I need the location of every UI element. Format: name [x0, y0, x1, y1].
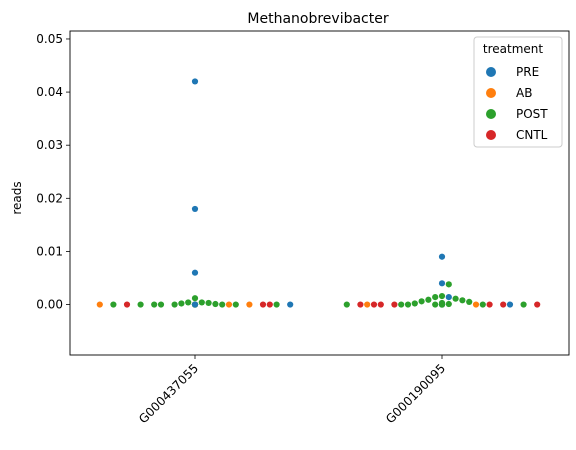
- data-point-post: [185, 299, 192, 306]
- legend: treatment PRE AB POST CNTL: [473, 36, 563, 148]
- plot-frame: [69, 30, 570, 356]
- legend-label-ab: AB: [516, 86, 532, 100]
- data-point-cntl: [259, 301, 267, 308]
- data-point-cntl: [123, 301, 131, 308]
- data-point-post: [438, 301, 446, 308]
- data-point-pre: [438, 280, 446, 287]
- axis-ticks: 0.00 0.01 0.02 0.03 0.04 0.05 G000437055 G00019…: [36, 32, 448, 426]
- data-point-pre: [287, 301, 294, 308]
- y-tick-label: 0.02: [36, 191, 63, 205]
- data-point-ab: [246, 301, 253, 308]
- data-point-post: [404, 301, 412, 308]
- y-tick-label: 0.04: [36, 85, 63, 99]
- legend-marker-post: [486, 109, 496, 119]
- data-point-pre: [506, 301, 514, 308]
- legend-entries: PRE AB POST CNTL: [486, 65, 548, 142]
- data-point-post: [479, 301, 486, 308]
- data-point-ab: [96, 301, 103, 308]
- y-tick-label: 0.03: [36, 138, 63, 152]
- legend-label-pre: PRE: [516, 65, 539, 79]
- chart-title: Methanobrevibacter: [247, 11, 388, 27]
- data-point-cntl: [266, 301, 273, 308]
- data-point-ab: [364, 301, 371, 308]
- data-point-post: [157, 301, 165, 308]
- legend-title: treatment: [483, 42, 543, 56]
- y-axis-label: reads: [10, 181, 24, 214]
- y-tick-label: 0.01: [36, 244, 63, 258]
- data-point-post: [432, 294, 439, 301]
- data-point-post: [137, 301, 144, 308]
- data-point-cntl: [357, 301, 364, 308]
- data-point-post: [445, 300, 452, 308]
- data-point-pre: [445, 294, 452, 301]
- data-point-ab: [225, 301, 233, 308]
- data-point-cntl: [486, 301, 493, 308]
- data-point-post: [466, 298, 473, 305]
- data-point-post: [520, 301, 527, 308]
- data-point-post: [438, 292, 446, 300]
- data-point-post: [212, 300, 219, 308]
- y-tick-label: 0.05: [36, 32, 63, 46]
- legend-label-post: POST: [516, 107, 548, 121]
- y-tick-label: 0.00: [36, 298, 63, 312]
- data-point-post: [198, 299, 205, 306]
- x-tick-label: G000190095: [383, 361, 448, 426]
- data-point-post: [171, 301, 178, 308]
- data-points: [96, 78, 541, 308]
- x-tick-label: G000437055: [136, 361, 201, 426]
- data-point-ab: [472, 301, 480, 308]
- data-point-post: [452, 295, 459, 302]
- data-point-post: [273, 301, 280, 308]
- legend-box: [473, 36, 563, 148]
- data-point-post: [110, 301, 117, 308]
- data-point-post: [219, 301, 226, 308]
- data-point-post: [205, 299, 212, 307]
- legend-label-cntl: CNTL: [516, 128, 548, 142]
- data-point-pre: [191, 78, 199, 85]
- data-point-post: [459, 297, 466, 304]
- legend-marker-cntl: [486, 130, 496, 140]
- data-point-post: [343, 301, 350, 308]
- data-point-pre: [191, 205, 199, 213]
- data-point-post: [191, 295, 199, 302]
- legend-marker-ab: [486, 88, 496, 98]
- data-point-post: [232, 301, 239, 308]
- data-point-cntl: [391, 301, 398, 308]
- data-point-post: [425, 296, 432, 303]
- data-point-pre: [191, 269, 199, 276]
- data-point-cntl: [500, 301, 507, 308]
- data-point-pre: [438, 253, 446, 260]
- legend-marker-pre: [486, 67, 496, 77]
- data-point-post: [418, 298, 425, 305]
- data-point-cntl: [370, 301, 378, 308]
- data-point-post: [445, 281, 452, 288]
- data-point-post: [151, 301, 158, 308]
- data-point-post: [432, 301, 439, 308]
- data-point-cntl: [534, 301, 541, 308]
- data-point-cntl: [377, 301, 384, 308]
- data-point-post: [411, 300, 418, 307]
- data-point-pre: [191, 301, 199, 308]
- data-point-post: [398, 301, 405, 308]
- data-point-post: [178, 300, 185, 307]
